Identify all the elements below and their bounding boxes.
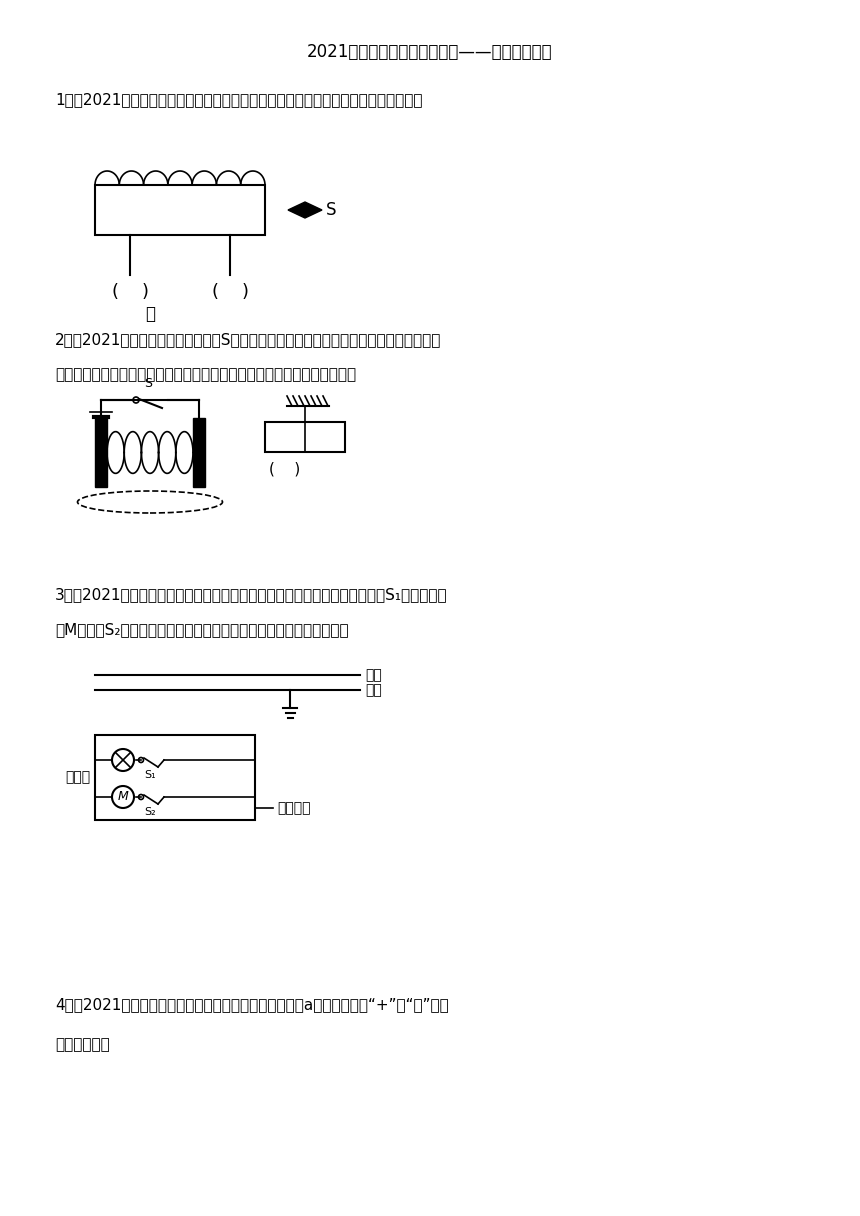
Text: 2．（2021福建）如图，当闭合开关S后，用细线悬挂的条形磁体与通电螺线管相互吸引，: 2．（2021福建）如图，当闭合开关S后，用细线悬挂的条形磁体与通电螺线管相互吸… <box>55 332 441 348</box>
Text: 4．（2021岳阳）如图所示，请根据小磁针指向确定电源a端的极性，用“+”或“－”填在: 4．（2021岳阳）如图所示，请根据小磁针指向确定电源a端的极性，用“+”或“－… <box>55 997 449 1013</box>
Text: (    ): ( ) <box>269 462 301 477</box>
Polygon shape <box>288 202 322 218</box>
Text: 零线: 零线 <box>365 683 382 697</box>
Circle shape <box>112 786 134 807</box>
Text: 机M由开关S₂控制。根据题意，将图连接完整，并符合安全用电原则。: 机M由开关S₂控制。根据题意，将图连接完整，并符合安全用电原则。 <box>55 623 348 637</box>
Text: S: S <box>326 201 336 219</box>
Bar <box>265 422 345 452</box>
Text: 火线: 火线 <box>365 668 382 682</box>
Text: 2021年中考物理真题分类训练——电学作图专题: 2021年中考物理真题分类训练——电学作图专题 <box>307 43 553 61</box>
Text: (    ): ( ) <box>212 283 249 302</box>
Text: S: S <box>144 377 152 390</box>
Text: (    ): ( ) <box>112 283 149 302</box>
Text: 门把手: 门把手 <box>64 771 90 784</box>
Text: M: M <box>118 790 128 804</box>
Bar <box>95 185 265 235</box>
Text: 金属外壳: 金属外壳 <box>277 801 310 815</box>
Bar <box>95 418 107 486</box>
Bar <box>95 734 255 820</box>
Text: 请在图中虚线上标出磁感线的方向，并在括号内标出条形磁体左端的极性。: 请在图中虚线上标出磁感线的方向，并在括号内标出条形磁体左端的极性。 <box>55 367 356 383</box>
Circle shape <box>112 749 134 771</box>
Text: S₁: S₁ <box>144 770 156 779</box>
Text: S₂: S₂ <box>144 807 156 817</box>
Bar <box>193 418 205 486</box>
Text: （　　）内。: （ ）内。 <box>55 1037 110 1053</box>
Text: 3．（2021广东）如图为冰筱工作时的部分电路示意图。冰筱内照明灯由开关S₁控制，压缩: 3．（2021广东）如图为冰筱工作时的部分电路示意图。冰筱内照明灯由开关S₁控制… <box>55 587 447 602</box>
Text: 1．（2021恩施州）请根据图丙中小磁针静止时的指向，在括号内标出电源的正负极。: 1．（2021恩施州）请根据图丙中小磁针静止时的指向，在括号内标出电源的正负极。 <box>55 92 422 107</box>
Text: 丙: 丙 <box>145 305 155 323</box>
